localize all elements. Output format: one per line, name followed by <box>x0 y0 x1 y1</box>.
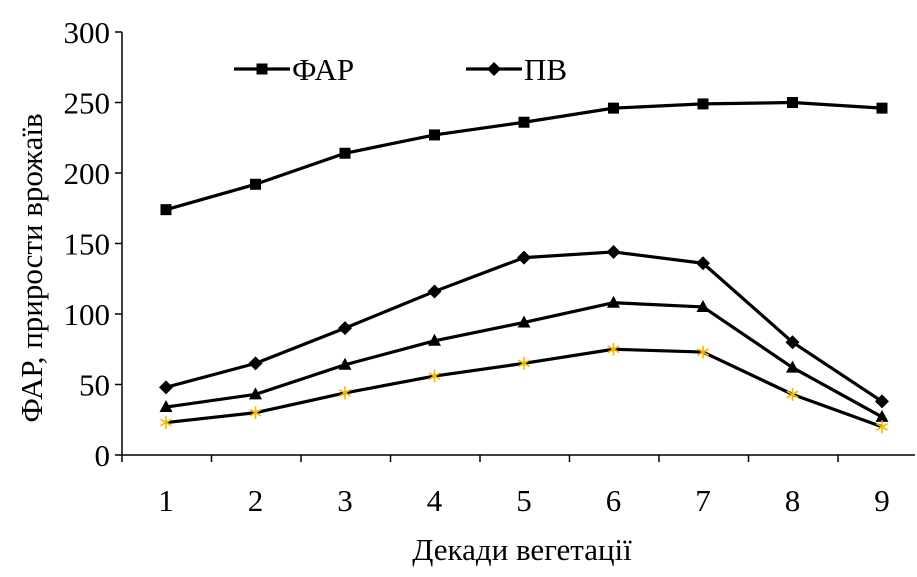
x-tick-label: 7 <box>695 483 711 518</box>
data-point-diamond <box>487 62 501 76</box>
data-point-diamond <box>517 250 531 265</box>
data-point-diamond <box>785 335 800 350</box>
y-tick-label: 250 <box>64 86 111 121</box>
y-tick-label: 300 <box>64 15 111 50</box>
data-point-star <box>159 416 173 430</box>
data-point-square <box>256 63 268 75</box>
data-point-star <box>338 386 352 400</box>
x-tick-label: 1 <box>158 483 174 518</box>
data-point-triangle <box>338 357 352 370</box>
data-point-square <box>697 98 709 110</box>
data-point-square <box>518 116 530 128</box>
legend-item: ПВ <box>466 52 567 87</box>
data-point-square <box>787 97 798 108</box>
data-point-square <box>608 102 619 114</box>
data-point-star <box>875 420 889 434</box>
y-tick-label: 50 <box>79 368 110 403</box>
data-point-triangle <box>786 360 799 373</box>
y-axis-ticks: 0 50 100 150 200 250 300 <box>64 15 122 473</box>
data-point-diamond <box>427 284 442 299</box>
y-tick-label: 100 <box>64 297 111 332</box>
data-point-star <box>696 345 710 359</box>
data-point-triangle <box>696 299 710 312</box>
x-axis-ticks: 1 2 3 4 5 6 7 8 9 <box>121 455 890 518</box>
data-point-diamond <box>338 321 352 336</box>
data-point-triangle <box>159 400 173 413</box>
legend-label: ПВ <box>524 52 567 87</box>
data-point-triangle <box>607 295 620 308</box>
series-4 <box>159 342 889 434</box>
data-point-diamond <box>248 356 263 371</box>
y-tick-label: 200 <box>64 156 111 191</box>
data-point-square <box>429 129 440 141</box>
x-tick-label: 6 <box>606 483 622 518</box>
data-point-star <box>607 342 620 356</box>
data-point-triangle <box>428 333 441 346</box>
data-point-square <box>339 147 351 159</box>
x-tick-label: 9 <box>874 483 890 518</box>
data-point-triangle <box>875 409 889 422</box>
data-point-diamond <box>606 244 621 259</box>
legend-item: ФАР <box>234 52 354 87</box>
chart-legend: ФАР ПВ <box>234 52 567 87</box>
x-tick-label: 5 <box>516 483 532 518</box>
x-tick-label: 4 <box>427 483 443 518</box>
series-3 <box>159 295 889 422</box>
data-point-star <box>249 406 262 420</box>
chart-series <box>159 97 889 434</box>
data-point-star <box>786 387 799 401</box>
legend-label: ФАР <box>292 52 354 87</box>
series-1 <box>160 97 888 216</box>
y-axis-title: ФАР, прирости врожаїв <box>14 113 49 422</box>
data-point-triangle <box>249 387 262 400</box>
series-2 <box>159 244 889 409</box>
data-point-diamond <box>696 256 710 271</box>
x-tick-label: 2 <box>248 483 264 518</box>
data-point-square <box>876 102 888 114</box>
x-axis-title: Декади вегетації <box>412 532 632 567</box>
y-tick-label: 0 <box>95 438 111 473</box>
data-point-square <box>160 204 172 216</box>
x-tick-label: 8 <box>785 483 801 518</box>
data-point-triangle <box>517 315 531 328</box>
data-point-diamond <box>159 380 173 395</box>
data-point-star <box>428 369 441 383</box>
x-tick-label: 3 <box>337 483 353 518</box>
data-point-square <box>250 178 261 190</box>
data-point-diamond <box>875 394 889 409</box>
y-tick-label: 150 <box>64 227 111 262</box>
data-point-star <box>517 356 531 370</box>
